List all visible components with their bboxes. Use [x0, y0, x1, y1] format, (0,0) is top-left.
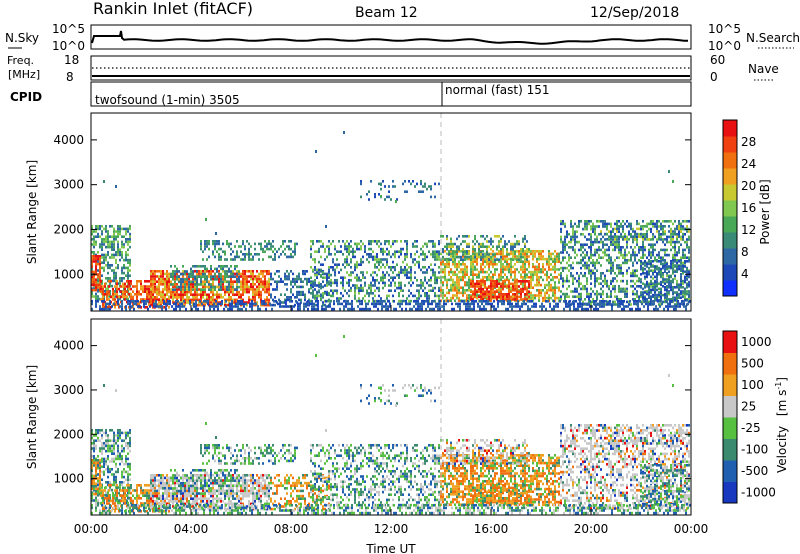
velocity-colorbar-label: Velocity [m s-1] — [774, 377, 789, 473]
y-tick-label-0: 1000 — [53, 267, 84, 281]
colorbar-tick-5: 24 — [741, 157, 756, 171]
freq-label-2: [MHz] — [8, 68, 40, 81]
nsky-label: N.Sky — [5, 31, 39, 45]
y-tick-label-1: 2000 — [53, 222, 84, 236]
nsearch-tick-top: 10^5 — [708, 22, 741, 36]
velocity-scatter — [91, 335, 691, 515]
colorbar-tick-3: 16 — [741, 201, 756, 215]
colorbar-tick-6: -500 — [741, 464, 768, 478]
colorbar-tick-5: -100 — [741, 442, 768, 456]
power-y-axis: 1000 2000 3000 4000 — [53, 133, 691, 281]
colorbar-tick-2: 100 — [741, 378, 764, 392]
velocity-label-exp: -1 — [774, 382, 783, 390]
velocity-ylabel: Slant Range [km] — [25, 365, 39, 469]
nsearch-tick-bottom: 10^0 — [708, 39, 741, 53]
colorbar-tick-7: -1000 — [741, 485, 776, 499]
cpid-mode-1: twofsound (1-min) 3505 — [95, 93, 240, 107]
y-tick-label-0: 1000 — [53, 472, 84, 486]
power-panel: 1000 2000 3000 4000 Slant Range [km] — [25, 112, 692, 312]
power-colorbar: 4 8 12 16 20 24 28 — [722, 119, 756, 297]
colorbar-tick-4: -25 — [741, 421, 761, 435]
cpid-mode-2: normal (fast) 151 — [445, 83, 549, 97]
freq-label-1: Freq. — [7, 54, 34, 67]
x-tick-label-4: 16:00 — [474, 522, 509, 536]
y-tick-label-1: 2000 — [53, 427, 84, 441]
velocity-label-close: ] — [775, 377, 789, 382]
colorbar-tick-1: 8 — [741, 245, 749, 259]
colorbar-tick-4: 20 — [741, 179, 756, 193]
freq-tick-bottom: 8 — [66, 70, 74, 84]
freq-tick-top: 18 — [64, 53, 79, 67]
x-tick-label-2: 08:00 — [274, 522, 309, 536]
nave-label: Nave — [748, 62, 779, 76]
colorbar-tick-6: 28 — [741, 135, 756, 149]
nsky-tick-top: 10^5 — [52, 22, 85, 36]
colorbar-tick-2: 12 — [741, 223, 756, 237]
date-title: 12/Sep/2018 — [590, 5, 679, 21]
nsky-trace — [91, 30, 689, 45]
colorbar-tick-1: 500 — [741, 356, 764, 370]
y-tick-label-2: 3000 — [53, 383, 84, 397]
y-tick-label-3: 4000 — [53, 133, 84, 147]
beam-title: Beam 12 — [355, 5, 418, 21]
nave-tick-bottom: 0 — [710, 70, 718, 84]
y-tick-label-2: 3000 — [53, 178, 84, 192]
nave-tick-top: 60 — [710, 53, 725, 67]
time-axis-label: Time UT — [365, 542, 416, 554]
velocity-colorbar: 1000 500 100 25 -25 -100 -500 -1000 — [722, 330, 776, 504]
x-tick-label-0: 00:00 — [74, 522, 109, 536]
nsearch-label: N.Search — [746, 31, 800, 45]
colorbar-tick-3: 25 — [741, 399, 756, 413]
power-colorbar-label: Power [dB] — [758, 179, 772, 244]
colorbar-tick-0: 4 — [741, 267, 749, 281]
power-x-axis — [90, 305, 692, 311]
velocity-panel: 1000 2000 3000 4000 00:00 04:00 08:00 12:00 16:… — [25, 318, 709, 554]
station-title: Rankin Inlet (fitACF) — [93, 0, 253, 18]
x-tick-label-5: 20:00 — [574, 522, 609, 536]
x-tick-label-6: 00:00 — [674, 522, 709, 536]
nsky-strip: N.Sky 10^5 10^0 10^5 10^0 N.Search — [5, 22, 800, 53]
y-tick-label-3: 4000 — [53, 339, 84, 353]
velocity-y-axis: 1000 2000 3000 4000 — [53, 339, 691, 486]
cpid-label: CPID — [10, 90, 42, 104]
colorbar-tick-0: 1000 — [741, 335, 772, 349]
x-tick-label-3: 12:00 — [374, 522, 409, 536]
velocity-label-main: Velocity — [775, 426, 789, 473]
power-scatter — [91, 131, 691, 311]
x-tick-label-1: 04:00 — [174, 522, 209, 536]
velocity-label-unit: [m s — [775, 390, 789, 416]
power-ylabel: Slant Range [km] — [25, 160, 39, 264]
cpid-strip: CPID twofsound (1-min) 3505 normal (fast… — [10, 81, 692, 107]
freq-strip: Freq. [MHz] 18 8 60 0 Nave — [7, 53, 779, 84]
velocity-x-axis: 00:00 04:00 08:00 12:00 16:00 20:00 00:00 — [74, 509, 709, 536]
nsky-tick-bottom: 10^0 — [52, 39, 85, 53]
